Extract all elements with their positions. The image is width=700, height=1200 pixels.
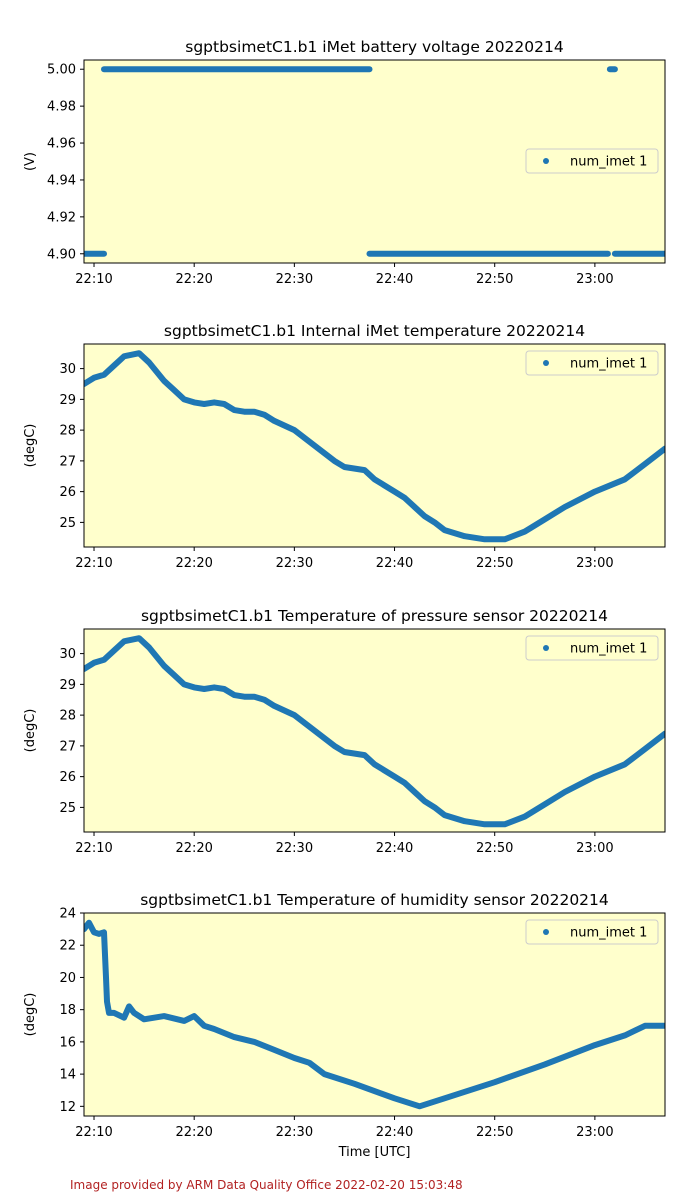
chart-2-legend-label: num_imet 1 xyxy=(570,357,647,372)
chart-4-title: sgptbsimetC1.b1 Temperature of humidity … xyxy=(140,891,609,909)
chart-4-xlabel: Time [UTC] xyxy=(338,1145,411,1160)
footer-credit: Image provided by ARM Data Quality Offic… xyxy=(70,1178,463,1192)
chart-4-xtick-label: 23:00 xyxy=(576,1125,613,1140)
chart-1-xtick-label: 22:30 xyxy=(276,272,313,287)
chart-1-legend xyxy=(525,148,659,174)
chart-3-frame xyxy=(83,628,666,833)
chart-1-xtick-label: 22:20 xyxy=(175,272,212,287)
chart-4-ytick-label: 22 xyxy=(59,939,76,954)
chart-3-xtick-label: 23:00 xyxy=(576,841,613,856)
chart-4-plot-area xyxy=(84,913,665,1116)
chart-4-ylabel: (degC) xyxy=(23,993,38,1037)
chart-3-ylabel: (degC) xyxy=(23,709,38,753)
chart-4-ytick-label: 18 xyxy=(59,1003,76,1018)
chart-2-ytick-label: 25 xyxy=(59,516,76,531)
chart-2-xtick-label: 22:30 xyxy=(276,556,313,571)
chart-2-xtick-label: 22:20 xyxy=(175,556,212,571)
chart-1-legend-label: num_imet 1 xyxy=(570,155,647,170)
chart-3-ytick-label: 25 xyxy=(59,801,76,816)
chart-4-xtick-label: 22:20 xyxy=(175,1125,212,1140)
chart-2-legend-marker xyxy=(543,360,549,366)
chart-2-series-1-trace xyxy=(84,350,665,543)
chart-1-ytick-label: 4.92 xyxy=(47,210,76,225)
chart-3-xtick-label: 22:20 xyxy=(175,841,212,856)
chart-3-ytick-label: 28 xyxy=(59,709,76,724)
chart-1-xtick-label: 22:40 xyxy=(376,272,413,287)
chart-4-legend-marker xyxy=(543,929,549,935)
chart-1-ytick-label: 4.90 xyxy=(47,247,76,262)
chart-4-ytick-label: 20 xyxy=(59,971,76,986)
chart-3-plot-area xyxy=(84,629,665,832)
chart-4-series-1-trace xyxy=(84,919,665,1110)
chart-2-ytick-label: 30 xyxy=(59,362,76,377)
chart-3-xtick-label: 22:30 xyxy=(276,841,313,856)
chart-3-legend xyxy=(525,635,659,661)
chart-1-ytick-label: 4.94 xyxy=(47,173,76,188)
chart-3-xtick-label: 22:40 xyxy=(376,841,413,856)
chart-4-legend-label: num_imet 1 xyxy=(570,926,647,941)
chart-2-ytick-label: 26 xyxy=(59,485,76,500)
chart-4-ytick-label: 12 xyxy=(59,1100,76,1115)
chart-2-xtick-label: 22:40 xyxy=(376,556,413,571)
chart-1-xtick-label: 23:00 xyxy=(576,272,613,287)
chart-4-legend xyxy=(525,919,659,945)
chart-2-legend xyxy=(525,350,659,376)
chart-4-ytick-label: 16 xyxy=(59,1035,76,1050)
chart-3-title: sgptbsimetC1.b1 Temperature of pressure … xyxy=(141,607,608,625)
chart-3-ytick-label: 26 xyxy=(59,770,76,785)
chart-1-frame xyxy=(83,59,666,264)
chart-3-ytick-label: 29 xyxy=(59,678,76,693)
chart-2-frame xyxy=(83,343,666,548)
chart-1-ytick-label: 4.96 xyxy=(47,137,76,152)
chart-3-series-1-trace xyxy=(84,635,665,828)
chart-4-ytick-label: 14 xyxy=(59,1068,76,1083)
chart-2-title: sgptbsimetC1.b1 Internal iMet temperatur… xyxy=(164,322,585,340)
chart-2-ytick-label: 29 xyxy=(59,393,76,408)
chart-3-ytick-label: 27 xyxy=(59,739,76,754)
chart-4-xtick-label: 22:40 xyxy=(376,1125,413,1140)
chart-4-ytick-label: 24 xyxy=(59,907,76,922)
chart-2-ytick-label: 28 xyxy=(59,424,76,439)
chart-2-xtick-label: 22:10 xyxy=(75,556,112,571)
chart-1-title: sgptbsimetC1.b1 iMet battery voltage 202… xyxy=(185,38,563,56)
chart-3-legend-label: num_imet 1 xyxy=(570,642,647,657)
chart-3-xtick-label: 22:50 xyxy=(476,841,513,856)
chart-1-xtick-label: 22:50 xyxy=(476,272,513,287)
chart-2-xtick-label: 23:00 xyxy=(576,556,613,571)
chart-2-plot-area xyxy=(84,344,665,547)
chart-2-ylabel: (degC) xyxy=(23,424,38,468)
chart-1-ytick-label: 5.00 xyxy=(47,63,76,78)
chart-2-ytick-label: 27 xyxy=(59,454,76,469)
chart-4-xtick-label: 22:50 xyxy=(476,1125,513,1140)
chart-3-legend-marker xyxy=(543,645,549,651)
chart-2-xtick-label: 22:50 xyxy=(476,556,513,571)
chart-1-ylabel: (V) xyxy=(23,152,38,171)
chart-1-xtick-label: 22:10 xyxy=(75,272,112,287)
chart-4-xtick-label: 22:30 xyxy=(276,1125,313,1140)
chart-1-ytick-label: 4.98 xyxy=(47,100,76,115)
chart-3-xtick-label: 22:10 xyxy=(75,841,112,856)
chart-3-ytick-label: 30 xyxy=(59,647,76,662)
chart-4-frame xyxy=(83,912,666,1117)
chart-4-xtick-label: 22:10 xyxy=(75,1125,112,1140)
chart-1-legend-marker xyxy=(543,158,549,164)
